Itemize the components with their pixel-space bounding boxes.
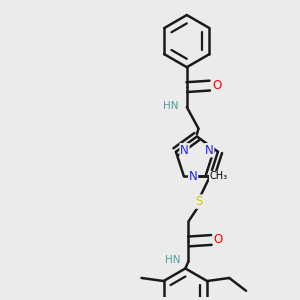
Text: N: N <box>205 144 214 157</box>
Text: O: O <box>214 233 223 246</box>
Text: HN: HN <box>165 256 180 266</box>
Text: N: N <box>180 144 189 157</box>
Text: CH₃: CH₃ <box>209 172 228 182</box>
Text: S: S <box>196 195 203 208</box>
Text: HN: HN <box>163 100 178 110</box>
Text: O: O <box>212 79 221 92</box>
Text: N: N <box>189 170 197 183</box>
